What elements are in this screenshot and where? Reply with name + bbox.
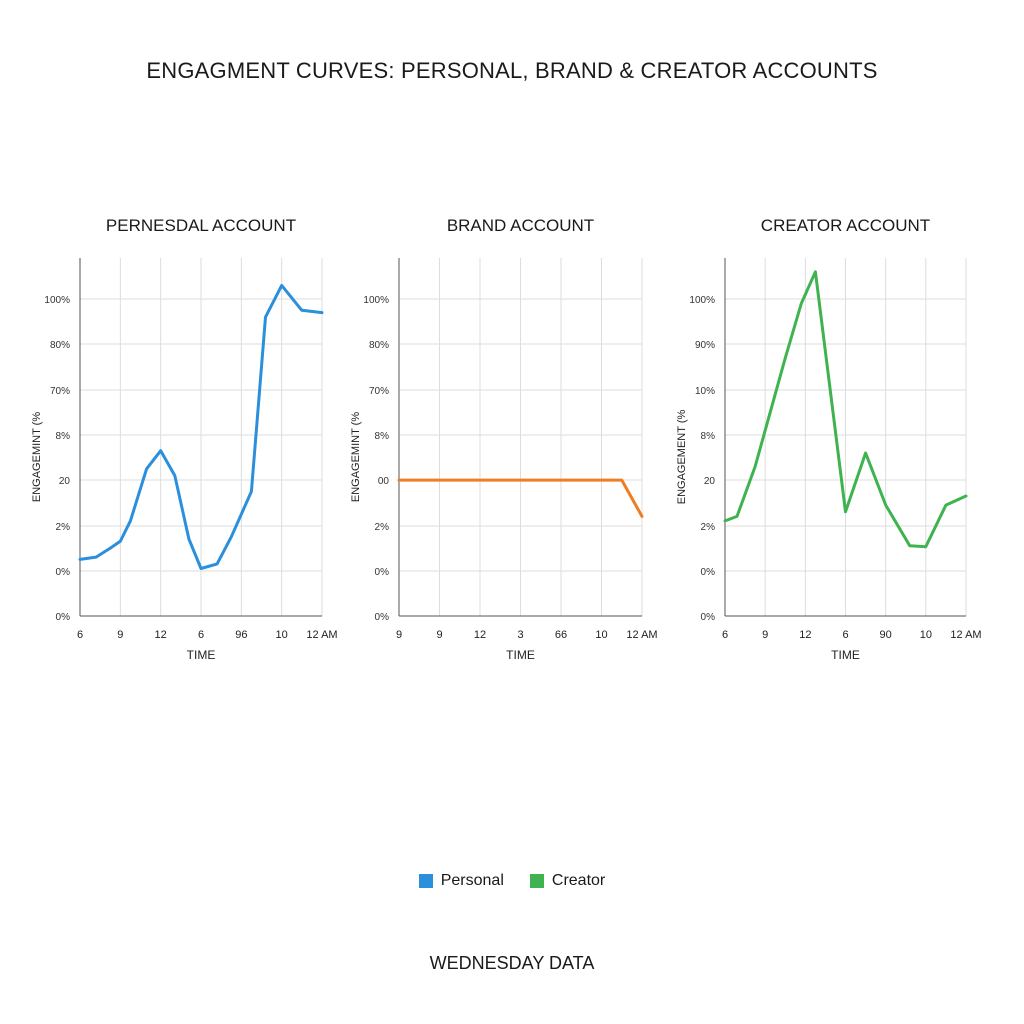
y-tick-label: 70% bbox=[369, 386, 389, 397]
chart-title: PERNESDAL ACCOUNT bbox=[106, 216, 296, 235]
y-tick-label: 0% bbox=[701, 567, 716, 578]
x-tick-label: 12 AM bbox=[626, 629, 657, 641]
y-tick-label: 8% bbox=[375, 431, 390, 442]
x-tick-label: 9 bbox=[436, 629, 442, 641]
y-tick-label: 80% bbox=[50, 340, 70, 351]
y-tick-label: 2% bbox=[375, 522, 390, 533]
footer-caption: WEDNESDAY DATA bbox=[429, 953, 595, 973]
x-tick-label: 6 bbox=[198, 629, 204, 641]
y-tick-label: 8% bbox=[701, 431, 716, 442]
y-tick-label: 8% bbox=[56, 431, 71, 442]
x-tick-label: 12 bbox=[155, 629, 167, 641]
x-tick-label: 10 bbox=[276, 629, 288, 641]
x-tick-label: 12 bbox=[474, 629, 486, 641]
x-tick-label: 12 bbox=[799, 629, 811, 641]
y-axis-label: ENGAGEMENT (% bbox=[676, 410, 688, 505]
y-tick-label: 80% bbox=[369, 340, 389, 351]
x-tick-label: 9 bbox=[396, 629, 402, 641]
legend-label-personal: Personal bbox=[440, 872, 504, 889]
y-tick-label: 70% bbox=[50, 386, 70, 397]
y-tick-label: 0% bbox=[375, 612, 390, 623]
y-tick-label: 2% bbox=[56, 522, 71, 533]
y-tick-label: 10% bbox=[695, 386, 715, 397]
legend-swatch-personal bbox=[418, 874, 433, 888]
x-tick-label: 12 AM bbox=[950, 629, 981, 641]
y-tick-label: 00 bbox=[378, 476, 390, 487]
y-axis-label: ENGAGEMINT (% bbox=[350, 412, 362, 502]
y-tick-label: 90% bbox=[695, 340, 715, 351]
series-line bbox=[397, 478, 644, 518]
x-tick-label: 6 bbox=[842, 629, 848, 641]
x-axis-label: TIME bbox=[506, 648, 535, 662]
charts-container: 0%0%2%208%70%80%100%6 9 12 6 96 10 12 AMPERNES… bbox=[31, 216, 982, 662]
x-tick-label: 66 bbox=[555, 629, 567, 641]
x-axis-label: TIME bbox=[187, 648, 216, 662]
chart-title: BRAND ACCOUNT bbox=[447, 216, 594, 235]
y-tick-label: 100% bbox=[689, 295, 715, 306]
legend-item-creator: Creator bbox=[529, 872, 606, 890]
x-tick-label: 6 bbox=[77, 629, 83, 641]
y-tick-label: 0% bbox=[56, 567, 71, 578]
y-tick-label: 100% bbox=[44, 295, 70, 306]
y-tick-label: 0% bbox=[375, 567, 390, 578]
x-tick-label: 10 bbox=[920, 629, 932, 641]
x-tick-label: 96 bbox=[235, 629, 247, 641]
y-tick-label: 20 bbox=[59, 476, 71, 487]
y-tick-label: 0% bbox=[56, 612, 71, 623]
x-tick-label: 10 bbox=[595, 629, 607, 641]
page-title: ENGAGMENT CURVES: PERSONAL, BRAND & CREA… bbox=[146, 58, 878, 83]
y-tick-label: 0% bbox=[701, 612, 716, 623]
chart-title: CREATOR ACCOUNT bbox=[761, 216, 930, 235]
y-tick-label: 2% bbox=[701, 522, 716, 533]
x-axis-label: TIME bbox=[831, 648, 860, 662]
x-tick-label: 6 bbox=[722, 629, 728, 641]
x-tick-label: 9 bbox=[117, 629, 123, 641]
x-tick-label: 3 bbox=[517, 629, 523, 641]
x-tick-label: 90 bbox=[880, 629, 892, 641]
legend-swatch-creator bbox=[529, 874, 544, 888]
legend: Personal Creator bbox=[0, 872, 1024, 890]
y-axis-label: ENGAGEMINT (% bbox=[31, 412, 43, 502]
x-tick-label: 9 bbox=[762, 629, 768, 641]
y-tick-label: 100% bbox=[363, 295, 389, 306]
legend-label-creator: Creator bbox=[551, 872, 606, 889]
series-line bbox=[723, 270, 968, 549]
x-tick-label: 12 AM bbox=[306, 629, 337, 641]
y-tick-label: 20 bbox=[704, 476, 716, 487]
series-line bbox=[78, 283, 324, 570]
legend-item-personal: Personal bbox=[418, 872, 504, 890]
